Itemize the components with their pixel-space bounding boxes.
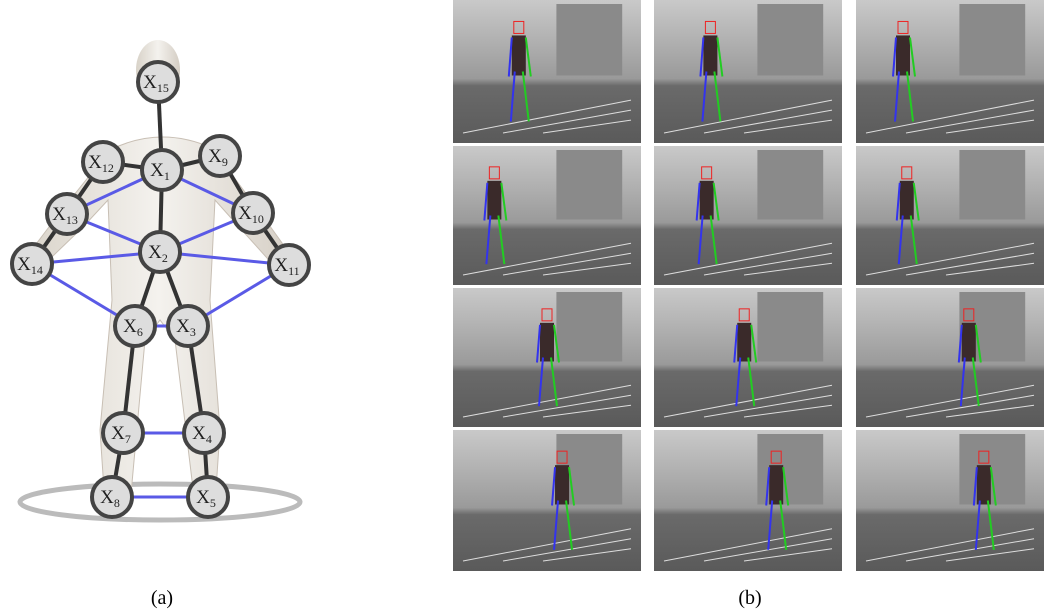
photo-frame	[654, 430, 842, 571]
node-sub: 11	[288, 264, 300, 278]
node-sub: 2	[162, 251, 168, 265]
torso	[555, 465, 569, 504]
door	[959, 150, 1025, 220]
photo-frame	[453, 430, 641, 571]
node-sub: 3	[190, 325, 196, 339]
photo-frame	[856, 430, 1044, 571]
node-sub: 9	[222, 155, 228, 169]
node-base: X	[148, 242, 162, 263]
torso	[769, 465, 783, 504]
door	[556, 4, 622, 76]
photo-frame	[453, 146, 641, 285]
photo-frame	[453, 0, 641, 143]
node-base: X	[176, 316, 190, 337]
node-sub: 6	[137, 325, 143, 339]
door	[757, 4, 823, 76]
node-sub: 14	[31, 263, 43, 277]
torso	[962, 323, 976, 362]
door	[959, 434, 1025, 505]
node-sub: 5	[210, 496, 216, 510]
node-sub: 12	[102, 161, 114, 175]
torso	[896, 35, 910, 75]
torso	[977, 465, 991, 504]
node-base: X	[123, 316, 137, 337]
node-sub: 7	[125, 432, 131, 446]
door	[959, 4, 1025, 76]
node-sub: 1	[164, 169, 170, 183]
node-base: X	[100, 487, 114, 508]
torso	[512, 35, 526, 75]
node-base: X	[150, 160, 164, 181]
node-sub: 4	[206, 432, 212, 446]
torso	[700, 181, 714, 220]
photo-frame	[856, 0, 1044, 143]
node-base: X	[52, 204, 66, 225]
figure: X15X1X12X9X13X10X2X14X11X6X3X7X4X8X5 (a)…	[0, 0, 1048, 613]
node-base: X	[143, 72, 157, 93]
photo-frame	[654, 288, 842, 427]
door	[556, 292, 622, 362]
torso	[540, 323, 554, 362]
node-base: X	[196, 487, 210, 508]
photo-frame	[856, 288, 1044, 427]
node-sub: 8	[114, 496, 120, 510]
door	[757, 150, 823, 220]
node-base: X	[208, 146, 222, 167]
torso	[900, 181, 914, 220]
node-base: X	[238, 203, 252, 224]
photo-frame	[654, 146, 842, 285]
node-base: X	[274, 255, 288, 276]
node-base: X	[88, 152, 102, 173]
torso	[737, 323, 751, 362]
door	[556, 150, 622, 220]
torso	[487, 181, 501, 220]
caption-a: (a)	[151, 587, 173, 609]
node-sub: 13	[66, 213, 78, 227]
node-sub: 15	[157, 81, 169, 95]
door	[757, 292, 823, 362]
torso	[703, 35, 717, 75]
photo-frame	[654, 0, 842, 143]
node-sub: 10	[252, 212, 264, 226]
node-base: X	[192, 423, 206, 444]
node-base: X	[17, 254, 31, 275]
photo-frame	[453, 288, 641, 427]
photo-frame	[856, 146, 1044, 285]
node-base: X	[111, 423, 125, 444]
caption-b: (b)	[738, 587, 761, 609]
